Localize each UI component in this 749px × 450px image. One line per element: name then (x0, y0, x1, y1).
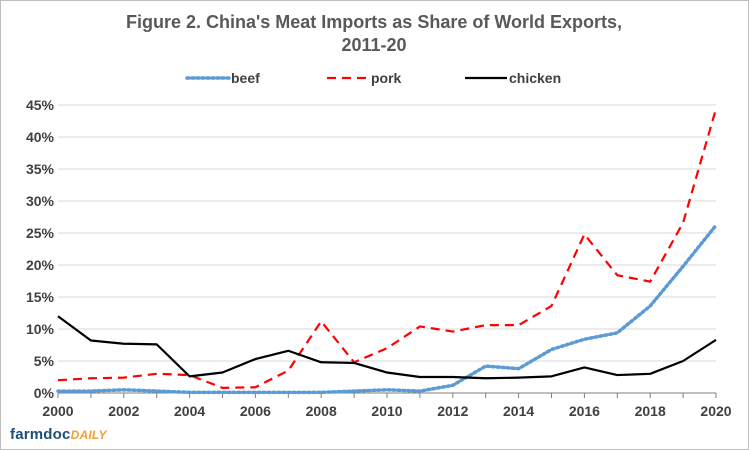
x-tick-label: 2010 (371, 403, 402, 419)
legend-label-chicken: chicken (509, 70, 561, 86)
x-tick-label: 2016 (569, 403, 600, 419)
y-tick-label: 15% (26, 289, 55, 305)
chart-title-line-1: Figure 2. China's Meat Imports as Share … (126, 12, 622, 32)
series-line-beef (56, 223, 718, 395)
y-tick-label: 45% (26, 97, 55, 113)
y-tick-label: 0% (34, 385, 55, 401)
x-tick-label: 2018 (635, 403, 666, 419)
x-tick-label: 2014 (503, 403, 534, 419)
gridlines (58, 104, 716, 362)
y-tick-label: 35% (26, 161, 55, 177)
x-tick-label: 2004 (174, 403, 205, 419)
x-tick-label: 2008 (306, 403, 337, 419)
y-tick-label: 10% (26, 321, 55, 337)
legend-label-beef: beef (231, 70, 260, 86)
chart-title-line-2: 2011-20 (341, 35, 406, 55)
y-tick-label: 30% (26, 193, 55, 209)
y-tick-label: 25% (26, 225, 55, 241)
y-tick-label: 5% (34, 353, 55, 369)
legend-label-pork: pork (371, 70, 402, 86)
y-tick-label: 20% (26, 257, 55, 273)
x-tick-label: 2006 (240, 403, 271, 419)
series-lines (56, 108, 718, 395)
x-tick-label: 2000 (42, 403, 73, 419)
series-line-pork (57, 108, 718, 389)
legend: beef pork chicken (185, 70, 561, 86)
farmdoc-daily-logo: farmdocDAILY (10, 426, 107, 443)
x-tick-label: 2020 (700, 403, 731, 419)
y-tick-label: 40% (26, 129, 55, 145)
axes: 0% 5% 10% 15% 20% 25% 30% 35% 40% 45% 2000 2002 2004… (26, 97, 732, 419)
logo-text-daily: DAILY (70, 428, 107, 442)
logo-text-farmdoc: farmdoc (10, 426, 71, 443)
x-tick-label: 2012 (437, 403, 468, 419)
series-line-chicken (57, 315, 717, 380)
x-tick-label: 2002 (108, 403, 139, 419)
